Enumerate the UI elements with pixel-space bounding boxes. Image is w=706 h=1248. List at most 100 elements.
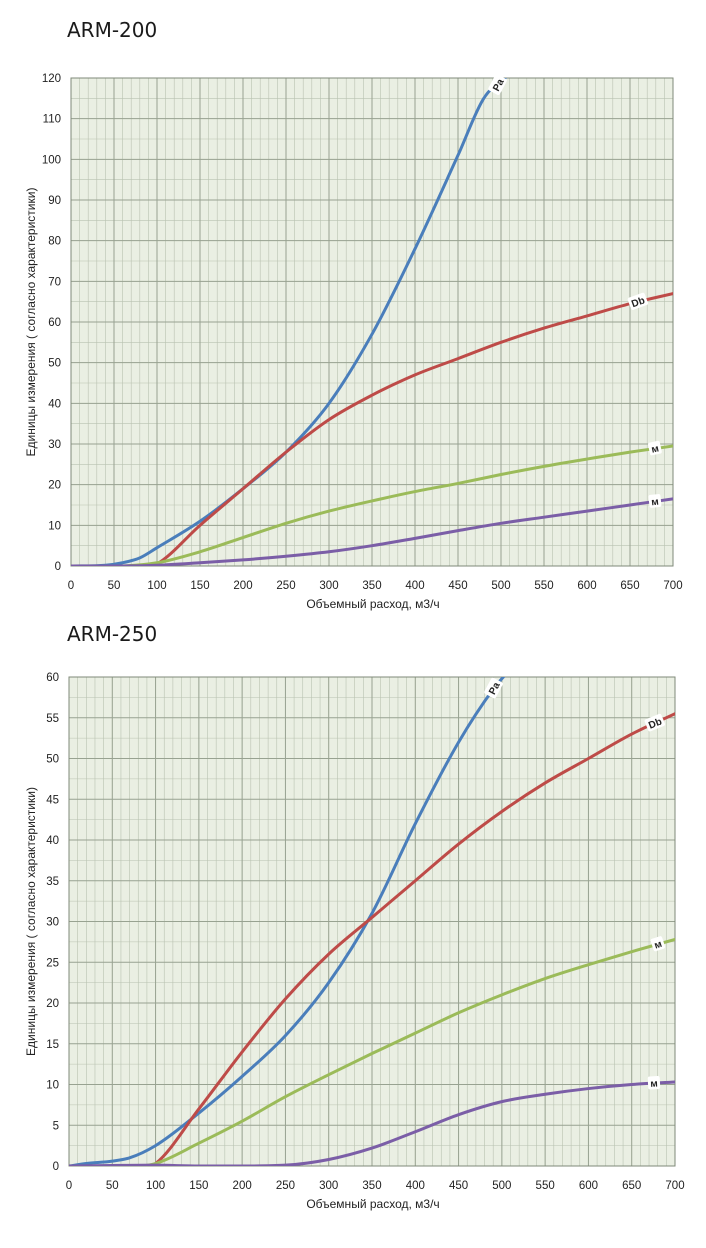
y-tick-label: 120 — [42, 73, 61, 85]
grid — [70, 77, 674, 567]
y-tick-label: 0 — [53, 1161, 59, 1173]
curve-label-bg — [648, 494, 662, 508]
y-tick-label: 25 — [46, 957, 59, 969]
x-tick-label: 700 — [665, 1180, 684, 1192]
series-line--3 — [71, 497, 673, 566]
x-tick-label: 650 — [620, 580, 639, 592]
curve-label-text: м — [650, 1079, 658, 1090]
chart-arm-200-plot: 0 50 100 150 200 250 300 350 400 450 500 550 600 650 7… — [24, 73, 683, 611]
y-tick-label: 10 — [48, 520, 61, 532]
x-tick-label: 50 — [106, 1180, 119, 1192]
x-tick-label: 550 — [534, 580, 553, 592]
curve-label-bg — [484, 677, 503, 699]
series-group — [69, 677, 675, 1166]
x-tick-label: 150 — [189, 1180, 208, 1192]
curve-label-text: Pa — [491, 77, 507, 93]
curve-label-1: Db — [644, 713, 665, 732]
x-tick-label: 400 — [405, 580, 424, 592]
series-line--2 — [69, 937, 675, 1166]
curve-label-2: м — [648, 440, 662, 456]
curve-label-bg — [644, 713, 665, 732]
y-tick-label: 35 — [46, 876, 59, 888]
x-tick-label: 500 — [492, 1180, 511, 1192]
curve-label-bg — [647, 1076, 661, 1090]
x-tick-label: 700 — [663, 580, 682, 592]
curve-label-2: м — [650, 936, 666, 952]
curve-label-bg — [648, 440, 662, 456]
y-tick-label: 110 — [43, 114, 61, 126]
x-tick-label: 100 — [147, 580, 166, 592]
x-tick-label: 300 — [319, 1180, 338, 1192]
y-axis-label: Единицы измерения ( согласно характерист… — [24, 787, 38, 1056]
curve-label-text: м — [651, 497, 660, 509]
y-tick-label: 30 — [48, 439, 61, 451]
y-tick-label: 70 — [48, 276, 61, 288]
curve-label-text: Pa — [487, 680, 503, 696]
y-tick-label: 0 — [55, 561, 61, 573]
curve-label-0: Pa — [484, 677, 503, 699]
y-tick-label: 40 — [48, 398, 61, 410]
y-tick-label: 50 — [48, 358, 61, 370]
curve-label-text: Db — [647, 716, 663, 731]
y-tick-label: 50 — [46, 754, 59, 766]
x-tick-label: 250 — [276, 580, 295, 592]
y-tick-label: 90 — [48, 195, 61, 207]
y-tick-label: 45 — [46, 794, 59, 806]
x-tick-label: 350 — [362, 580, 381, 592]
x-tick-label: 150 — [190, 580, 209, 592]
y-axis-label: Единицы измерения ( согласно характерист… — [24, 188, 38, 457]
series-line-db-1 — [69, 712, 675, 1166]
curve-label-text: Db — [630, 295, 646, 310]
curve-label-text: м — [653, 939, 663, 952]
plot-border — [70, 77, 674, 567]
curve-label-0: Pa — [488, 74, 507, 95]
curve-label-1: Db — [627, 292, 648, 310]
x-axis-label: Объемный расход, м3/ч — [306, 597, 439, 611]
x-tick-label: 550 — [536, 1180, 555, 1192]
x-tick-label: 200 — [233, 1180, 252, 1192]
curve-label-3: м — [647, 1076, 661, 1090]
curve-label-3: м — [648, 494, 662, 509]
chart-arm-200: ARM-200 0 50 100 150 200 250 300 350 400 450 500 55… — [0, 0, 706, 611]
x-tick-label: 350 — [362, 1180, 381, 1192]
y-tick-label: 10 — [46, 1080, 59, 1092]
chart-title: ARM-250 — [67, 622, 158, 646]
chart-title: ARM-200 — [67, 18, 158, 42]
series-line-db-1 — [71, 292, 673, 566]
x-tick-label: 250 — [276, 1180, 295, 1192]
x-tick-label: 650 — [622, 1180, 641, 1192]
x-tick-label: 200 — [233, 580, 252, 592]
curve-label-bg — [488, 74, 507, 95]
x-tick-label: 0 — [66, 1180, 72, 1192]
x-tick-label: 450 — [449, 1180, 468, 1192]
x-tick-label: 600 — [579, 1180, 598, 1192]
y-tick-label: 15 — [46, 1039, 59, 1051]
plot-border — [68, 676, 676, 1167]
y-tick-label: 60 — [48, 317, 61, 329]
x-tick-label: 50 — [108, 580, 121, 592]
curve-label-bg — [627, 292, 648, 310]
series-line--3 — [69, 1080, 675, 1166]
y-tick-label: 55 — [46, 713, 59, 725]
chart-arm-250: ARM-250 0 50 100 150 200 250 300 350 400 450 500 55… — [0, 610, 706, 1248]
x-tick-label: 300 — [319, 580, 338, 592]
x-tick-label: 0 — [68, 580, 74, 592]
series-line--2 — [71, 444, 673, 566]
y-tick-label: 30 — [46, 917, 59, 929]
curve-label-text: м — [650, 443, 660, 455]
x-tick-label: 600 — [577, 580, 596, 592]
y-tick-label: 20 — [48, 480, 61, 492]
chart-arm-250-plot: 0 50 100 150 200 250 300 350 400 450 500 550 600 650 7… — [24, 672, 685, 1211]
y-tick-label: 80 — [48, 236, 61, 248]
x-tick-label: 400 — [406, 1180, 425, 1192]
x-tick-label: 100 — [146, 1180, 165, 1192]
curve-label-bg — [650, 936, 666, 952]
x-tick-label: 500 — [491, 580, 510, 592]
series-group — [71, 78, 673, 566]
y-tick-label: 60 — [46, 672, 59, 684]
y-tick-label: 20 — [46, 998, 59, 1010]
series-line-pa-0 — [69, 677, 506, 1166]
y-tick-label: 40 — [46, 835, 59, 847]
x-tick-label: 450 — [448, 580, 467, 592]
x-axis-label: Объемный расход, м3/ч — [306, 1197, 439, 1211]
